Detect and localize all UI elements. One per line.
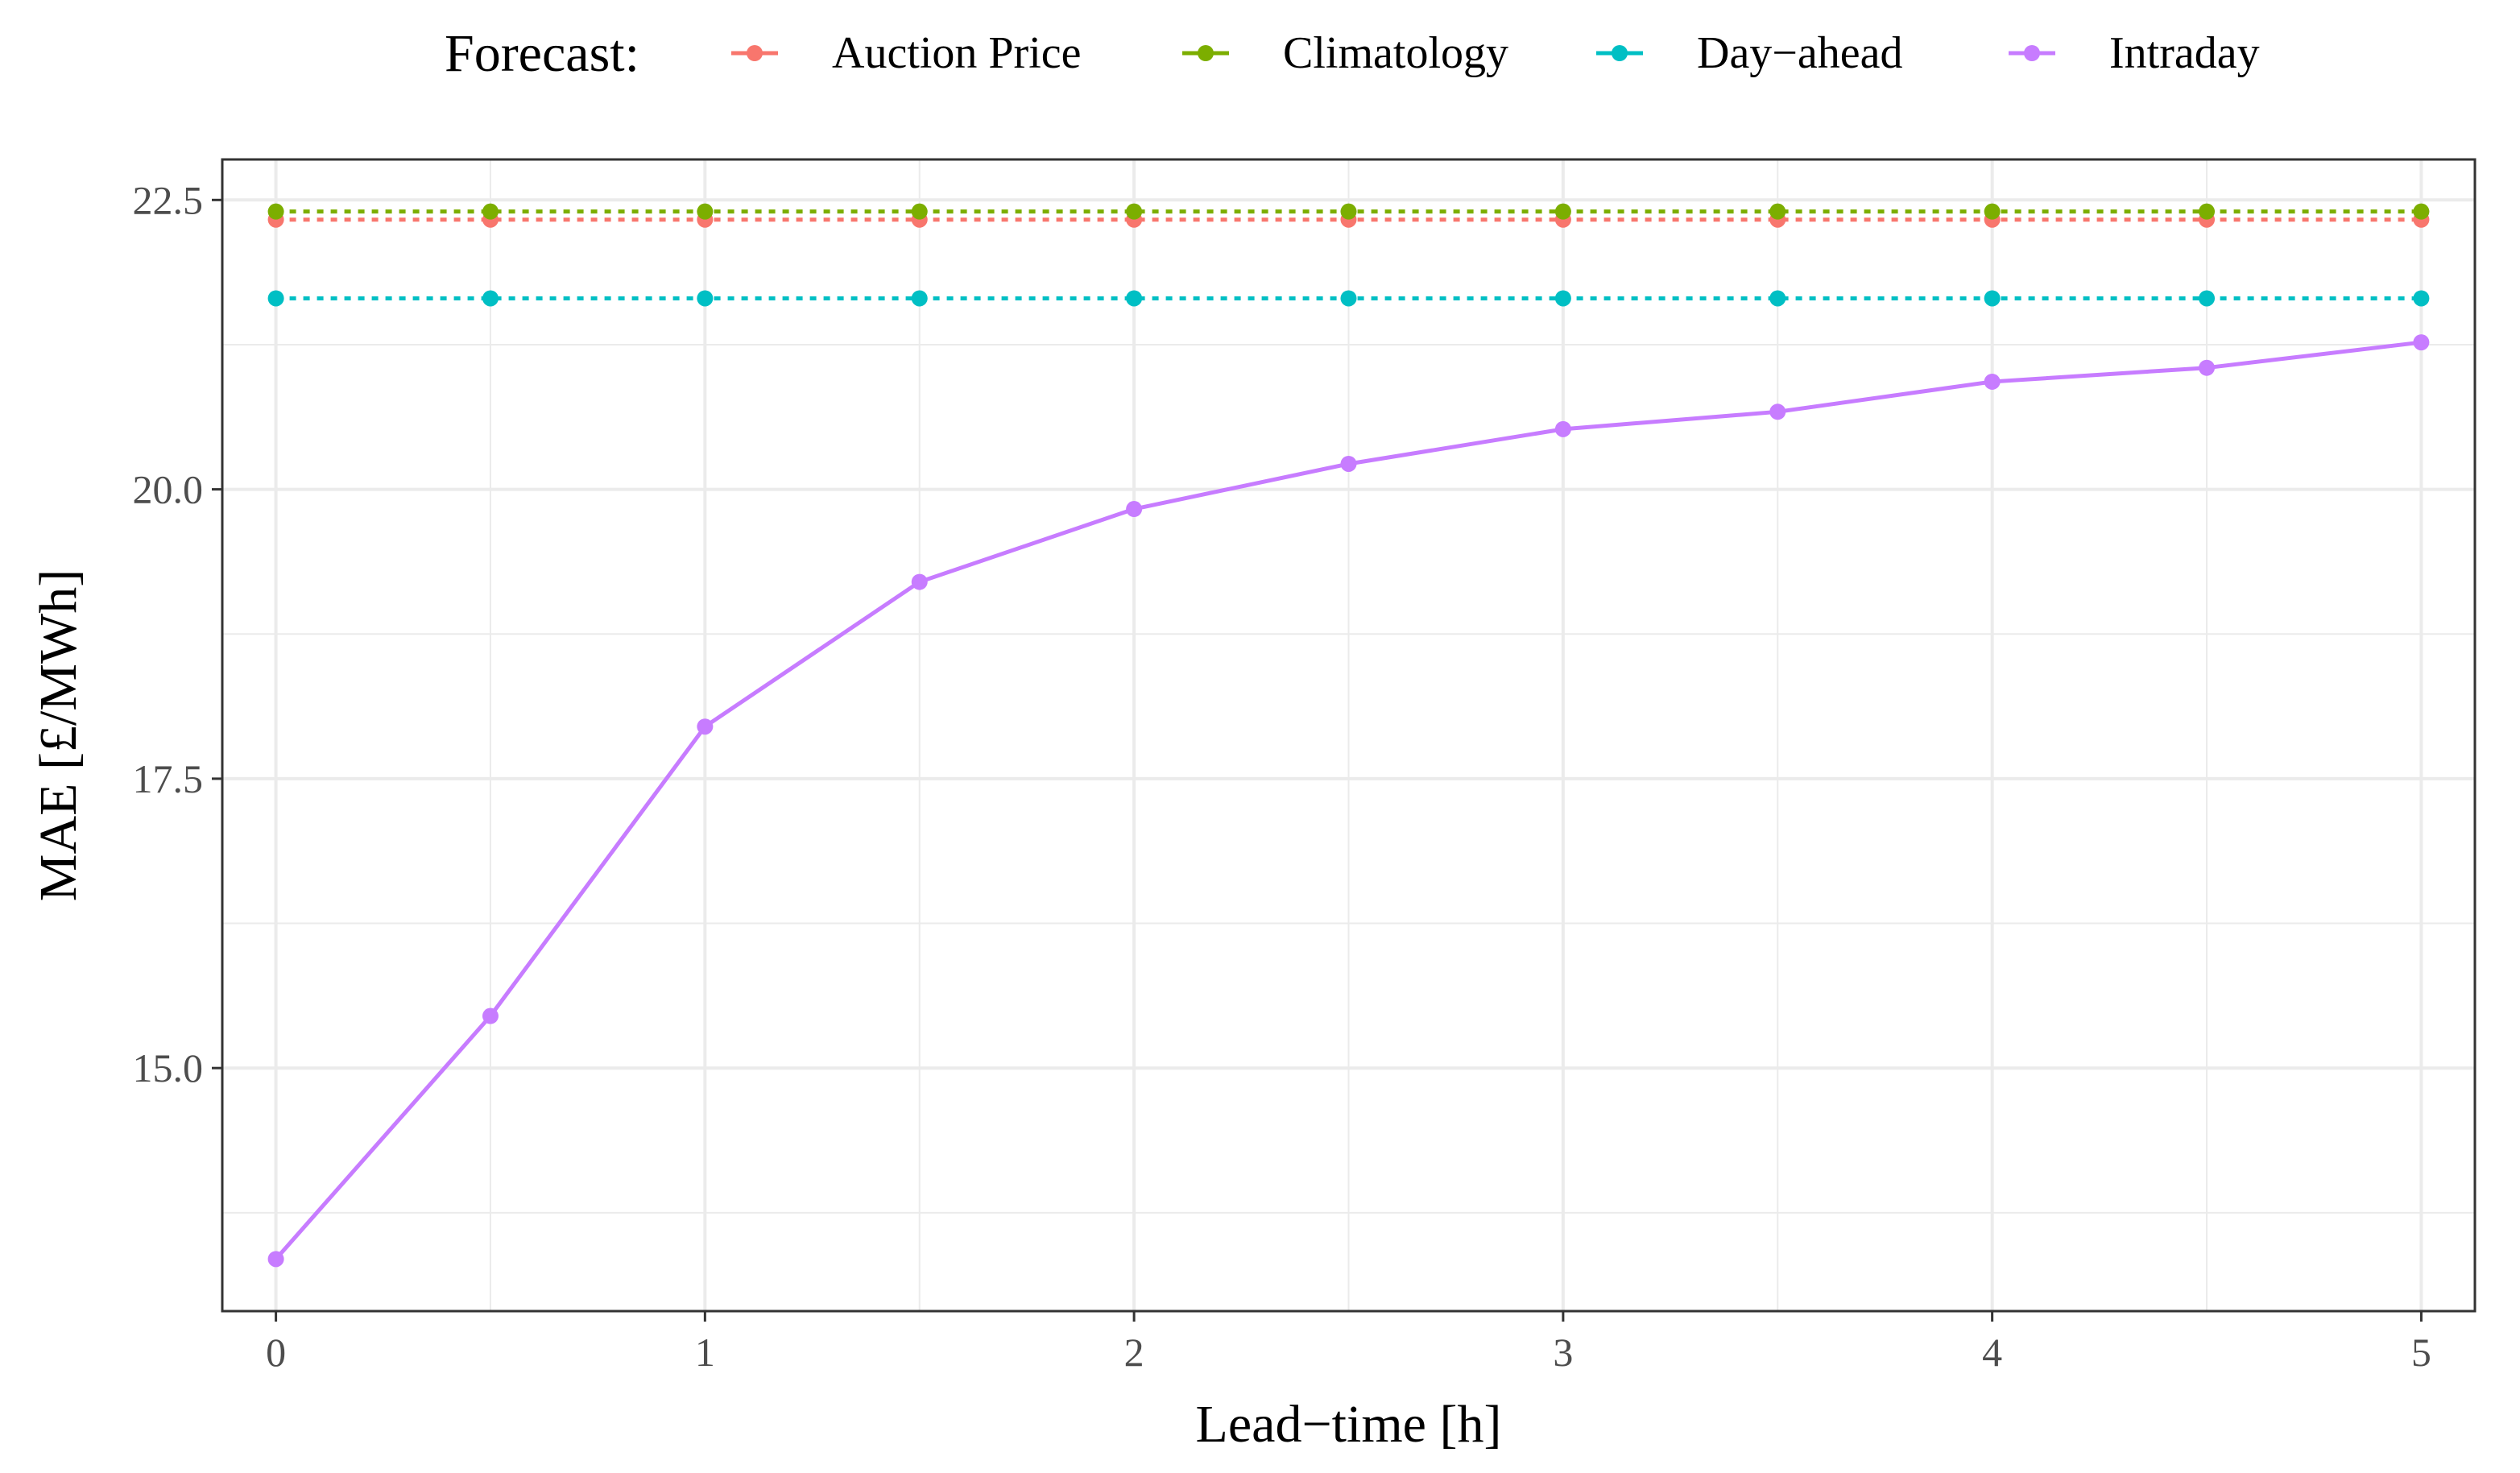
data-point-day-ahead xyxy=(1984,290,2001,307)
legend-label: Auction Price xyxy=(832,28,1081,78)
data-point-intraday xyxy=(2413,334,2430,351)
data-point-climatology xyxy=(1340,203,1357,220)
y-axis: 15.0 17.5 20.0 22.5 xyxy=(133,177,222,1090)
x-axis-label: Lead−time [h] xyxy=(1196,1395,1502,1454)
data-point-day-ahead xyxy=(697,290,714,307)
data-point-climatology xyxy=(697,203,714,220)
legend-item-day-ahead: Day−ahead xyxy=(1596,28,1902,78)
data-point-day-ahead xyxy=(482,290,499,307)
legend-key-point xyxy=(1198,45,1214,61)
legend-key-point xyxy=(2024,45,2040,61)
data-point-intraday xyxy=(482,1008,499,1024)
legend-key-point xyxy=(747,45,763,61)
data-point-day-ahead xyxy=(1126,290,1143,307)
x-tick-label: 2 xyxy=(1124,1330,1144,1375)
data-point-climatology xyxy=(267,203,284,220)
data-point-intraday xyxy=(1984,373,2001,390)
y-tick-label: 20.0 xyxy=(133,467,204,512)
legend-title: Forecast: xyxy=(445,24,639,83)
y-tick-label: 17.5 xyxy=(133,756,204,801)
legend-item-auction-price: Auction Price xyxy=(731,28,1081,78)
data-point-day-ahead xyxy=(911,290,928,307)
data-point-intraday xyxy=(1126,501,1143,518)
x-tick-label: 0 xyxy=(266,1330,286,1375)
data-point-climatology xyxy=(1769,203,1786,220)
data-point-intraday xyxy=(697,718,714,735)
data-point-climatology xyxy=(2413,203,2430,220)
series-day-ahead xyxy=(267,290,2430,307)
panel-border xyxy=(221,158,2477,1313)
data-point-climatology xyxy=(482,203,499,220)
data-point-day-ahead xyxy=(2199,290,2216,307)
y-tick-label: 15.0 xyxy=(133,1045,204,1090)
data-point-intraday xyxy=(1340,455,1357,472)
data-point-climatology xyxy=(911,203,928,220)
grid-minor xyxy=(222,159,2475,1311)
series-climatology xyxy=(267,203,2430,220)
legend-item-intraday: Intraday xyxy=(2009,28,2260,78)
data-point-intraday xyxy=(267,1251,284,1268)
x-tick-label: 5 xyxy=(2411,1330,2431,1375)
data-point-intraday xyxy=(2199,359,2216,376)
legend: Forecast: Auction Price Climatology Day−ah… xyxy=(445,24,2260,83)
data-point-intraday xyxy=(1769,403,1786,420)
x-tick-label: 3 xyxy=(1553,1330,1573,1375)
y-axis-label: MAE [£/MWh] xyxy=(29,569,88,901)
legend-item-climatology: Climatology xyxy=(1182,28,1508,78)
data-point-climatology xyxy=(1984,203,2001,220)
data-point-climatology xyxy=(1554,203,1571,220)
series-intraday xyxy=(267,334,2430,1268)
x-axis: 0 1 2 3 4 5 xyxy=(266,1311,2431,1375)
data-point-intraday xyxy=(911,573,928,590)
legend-label: Climatology xyxy=(1283,28,1508,78)
data-point-day-ahead xyxy=(267,290,284,307)
data-point-intraday xyxy=(1554,420,1571,437)
legend-key-point xyxy=(1612,45,1628,61)
data-point-day-ahead xyxy=(2413,290,2430,307)
plot-area xyxy=(221,158,2477,1313)
data-point-day-ahead xyxy=(1769,290,1786,307)
data-point-day-ahead xyxy=(1554,290,1571,307)
grid-major xyxy=(222,159,2475,1311)
data-point-climatology xyxy=(2199,203,2216,220)
x-tick-label: 4 xyxy=(1982,1330,2002,1375)
series-layer xyxy=(267,203,2430,1268)
data-point-climatology xyxy=(1126,203,1143,220)
data-point-day-ahead xyxy=(1340,290,1357,307)
x-tick-label: 1 xyxy=(695,1330,715,1375)
legend-label: Intraday xyxy=(2109,28,2260,78)
legend-label: Day−ahead xyxy=(1697,28,1902,78)
y-tick-label: 22.5 xyxy=(133,177,204,222)
